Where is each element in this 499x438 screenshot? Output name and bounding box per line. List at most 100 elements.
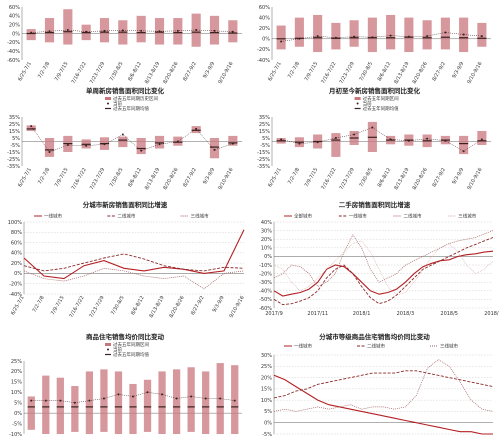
y-tick-label: -25% (257, 157, 270, 163)
y-tick-label: 40% (259, 15, 270, 21)
x-tick-label: 9/10-9/16 (466, 61, 483, 85)
y-tick-label: -40% (7, 49, 20, 55)
series-line (273, 359, 494, 412)
y-tick-label: -20% (9, 282, 22, 288)
y-tick-label: 25% (11, 359, 22, 365)
current-point (102, 397, 105, 400)
y-tick-label: 25% (259, 122, 270, 128)
legend-label: 过去五年同期均值 (113, 105, 149, 112)
range-bar (71, 386, 79, 432)
current-point (334, 36, 337, 39)
legend-label: 全部城市 (294, 213, 312, 220)
range-bar (56, 377, 64, 434)
range-bar (349, 20, 359, 47)
legend-label: 二线城市 (404, 213, 422, 220)
x-tick-label: 6/25-7/1 (10, 295, 26, 316)
current-point (371, 36, 374, 39)
y-tick-label: 25% (9, 122, 20, 128)
y-tick-label: 40% (261, 220, 272, 226)
x-tick-label: 7/30-8/5 (109, 61, 125, 82)
x-tick-label: 8/13-8/19 (148, 295, 165, 318)
x-tick-label: 8/13-8/19 (144, 61, 161, 85)
y-tick-label: -60% (7, 58, 20, 64)
y-tick-label: 60% (259, 5, 270, 11)
range-bar (143, 379, 152, 432)
y-tick-label: 0% (264, 254, 272, 260)
current-line (30, 125, 233, 153)
y-tick-label: 20% (11, 261, 22, 267)
x-tick-label: 6/25-7/1 (17, 167, 33, 188)
y-tick-label: -10% (9, 432, 22, 438)
legend-label: 过去五年同期区间 (113, 341, 149, 348)
x-tick-label: 8/20-8/26 (162, 61, 179, 85)
range-bar (114, 371, 123, 434)
range-bar (100, 369, 108, 432)
y-tick-label: -15% (257, 150, 270, 156)
legend-label: 二线城市 (367, 343, 385, 350)
chart-panel: 60% 40% 20% 0% -20% -40%6/25-7/1 7/2-7/8 7/9-7/… (257, 5, 491, 85)
legend-label: 当前 (113, 346, 122, 353)
x-tick-label: 8/20-8/26 (412, 167, 429, 191)
x-tick-label: 7/9-7/15 (304, 167, 320, 188)
chart-panel: 月初至今新房销售面积同比变化 35%25%15%5%-5%-15%-25%-35%… (257, 86, 491, 191)
current-point (444, 31, 447, 34)
current-line (281, 127, 483, 152)
chart-panel: 分城市等级商品住宅销售均价同比变动 30% 25% 20% 15% 10% 5% 0% -5% 一… (261, 332, 494, 438)
legend-label: 过去五年同期均值 (113, 351, 149, 358)
x-tick-label: 7/2-7/8 (287, 61, 301, 80)
legend-label: 三线城市 (458, 213, 476, 220)
current-point (334, 137, 337, 139)
legend-label: 三线城市 (440, 343, 458, 350)
y-tick-label: 30% (261, 353, 272, 359)
range-bar (367, 17, 377, 53)
y-tick-label: 25% (261, 364, 272, 370)
x-tick-label: 8/6-8/12 (377, 61, 393, 82)
range-bar (129, 383, 137, 434)
range-bar (386, 14, 396, 50)
x-tick-label: 7/30-8/5 (110, 295, 126, 316)
chart-panel: 分城市新房销售面积同比增速 100% 80% 60% 40% 20% 0% -20% -40%6… (8, 200, 246, 318)
series-line (23, 253, 245, 272)
current-line (31, 392, 235, 403)
chart-title: 分城市新房销售面积同比增速 (83, 200, 168, 209)
series-line (273, 240, 494, 296)
range-bar (459, 135, 469, 155)
range-bar (63, 9, 73, 45)
x-tick-label: 8/27-9/2 (431, 167, 447, 188)
x-tick-label: 8/27-9/2 (431, 61, 447, 82)
y-tick-label: 20% (261, 375, 272, 381)
x-tick-label: 8/13-8/19 (144, 167, 161, 191)
current-point (480, 35, 483, 38)
series-line (273, 374, 493, 435)
y-tick-label: 15% (11, 380, 22, 386)
range-bar (231, 365, 239, 434)
current-point (121, 29, 124, 32)
y-tick-label: -35% (7, 164, 20, 170)
range-bar (209, 138, 220, 159)
x-tick-label: 7/9-7/15 (50, 295, 66, 316)
x-tick-label: 9/3-9/9 (202, 167, 216, 186)
chart-title: 分城市等级商品住宅销售均价同比变动 (319, 332, 430, 341)
x-tick-label: 7/16-7/22 (71, 167, 88, 191)
range-bar (44, 18, 55, 43)
y-tick-label: 35% (259, 115, 270, 121)
chart-title: 商品住宅销售均价同比变动 (86, 332, 165, 341)
legend-swatch (105, 97, 111, 100)
x-tick-label: 7/23-7/29 (89, 61, 106, 85)
y-tick-label: 30% (261, 228, 272, 234)
y-tick-label: 100% (8, 220, 23, 226)
legend-label: 二线城市 (117, 213, 135, 220)
range-bar (136, 15, 146, 43)
chart-panel: 商品住宅销售均价同比变动 25% 20% 15% 10% 5% 0% -5% -10% 过去五年同… (9, 332, 242, 438)
x-tick-label: 7/9-7/15 (54, 167, 70, 188)
x-tick-label: 7/16-7/22 (68, 295, 85, 318)
range-bar (158, 371, 166, 434)
current-point (176, 140, 179, 143)
current-point (30, 31, 33, 34)
range-bar (228, 135, 238, 146)
x-tick-label: 9/10-9/16 (217, 167, 234, 191)
x-tick-label: 8/20-8/26 (168, 295, 185, 318)
range-bar (187, 367, 195, 432)
current-point (59, 399, 62, 402)
